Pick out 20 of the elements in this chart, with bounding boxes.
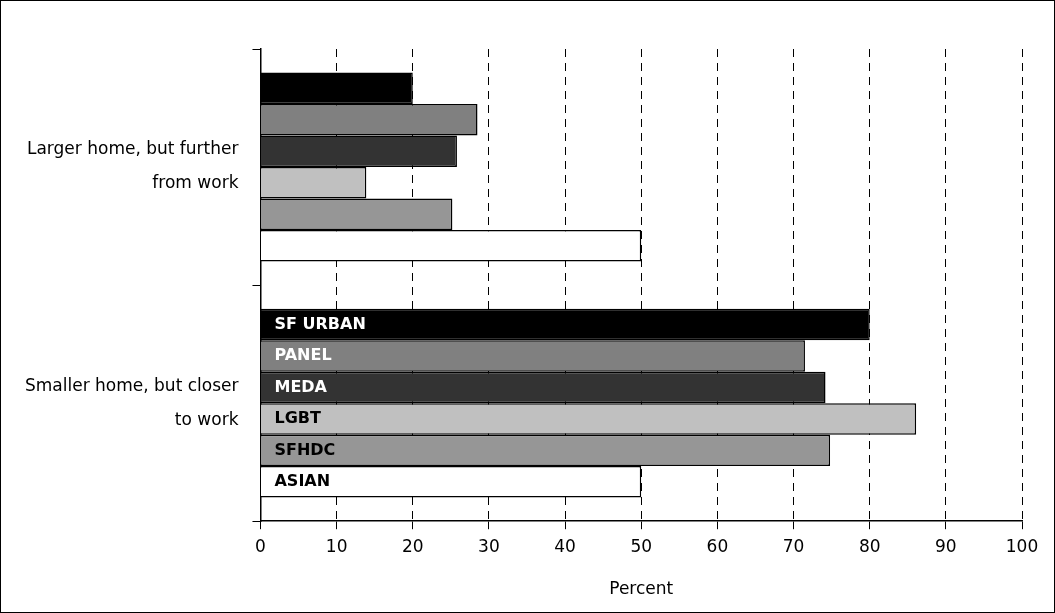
x-tick-label: 50 — [630, 535, 653, 556]
x-axis-title: Percent — [609, 578, 674, 599]
x-tick-label: 40 — [554, 535, 576, 556]
x-tick-label: 30 — [478, 535, 500, 556]
series-label: ASIAN — [274, 471, 331, 491]
y-tick-label: Larger home, but further from work — [26, 138, 239, 193]
series-label: SFHDC — [274, 439, 336, 459]
y-tick-label: Smaller home, but closer to work — [25, 374, 239, 429]
x-tick-label: 80 — [858, 535, 881, 556]
x-tick-label: 0 — [255, 535, 266, 556]
x-tick-label: 60 — [706, 535, 729, 556]
x-tick-label: 70 — [782, 535, 805, 556]
series-label: SF URBAN — [274, 313, 366, 333]
series-label: LGBT — [274, 408, 321, 428]
x-tick-label: 10 — [325, 535, 348, 556]
series-label: MEDA — [274, 376, 328, 396]
x-tick-label: 90 — [935, 535, 957, 556]
x-tick-label: 100 — [1005, 535, 1039, 556]
x-tick-label: 20 — [401, 535, 424, 556]
series-label: PANEL — [274, 345, 332, 365]
